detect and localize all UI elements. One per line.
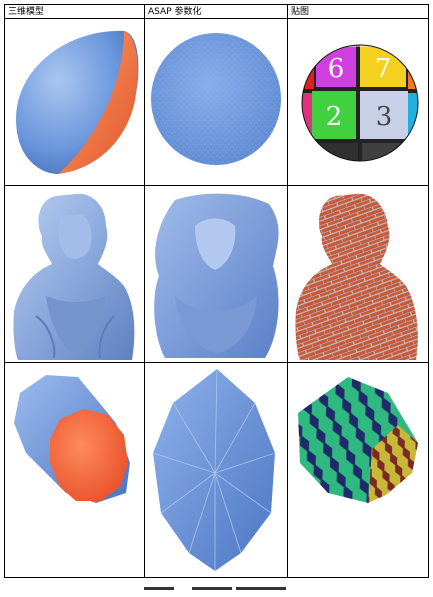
texture-number-2: 2 (326, 102, 343, 132)
beethoven-bust-model-image (6, 186, 144, 362)
brick-bust-texture-image (288, 186, 428, 362)
disk-param-image (145, 19, 287, 185)
texture-number-3: 3 (376, 102, 393, 132)
column-divider (144, 5, 145, 577)
flattened-bust-param-image (145, 186, 287, 362)
header-asap-param: ASAP 参数化 (148, 7, 202, 17)
lens-fan-param-image (145, 363, 287, 577)
header-divider (5, 18, 428, 19)
cylinder-model-image (6, 363, 144, 577)
hexagon-cylinder-texture-image (288, 363, 428, 577)
figure-table: 三维模型 ASAP 参数化 贴图 (4, 4, 429, 578)
hemisphere-model-image (6, 19, 144, 185)
texture-number-6: 6 (328, 54, 345, 84)
row-divider (5, 362, 428, 363)
numbered-sphere-texture-image: 6 7 2 3 (288, 19, 428, 185)
row-divider (5, 185, 428, 186)
header-texture: 贴图 (291, 7, 310, 17)
texture-number-7: 7 (375, 54, 392, 84)
header-3d-model: 三维模型 (8, 7, 45, 17)
column-divider (287, 5, 288, 577)
figure-caption-fragment (140, 578, 300, 590)
